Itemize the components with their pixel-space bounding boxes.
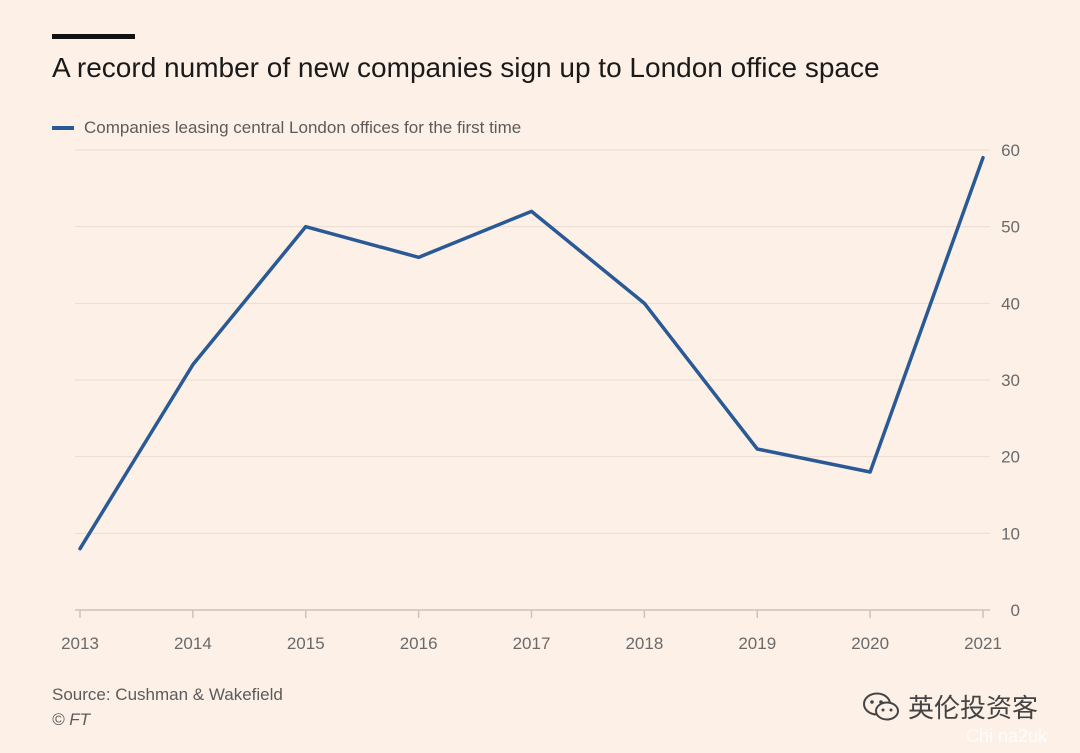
source-note: Source: Cushman & Wakefield — [52, 685, 283, 704]
y-tick-label: 40 — [1001, 294, 1020, 313]
x-tick-label: 2017 — [513, 634, 551, 653]
chart-title: A record number of new companies sign up… — [52, 52, 880, 83]
x-tick-label: 2018 — [625, 634, 663, 653]
title-accent-bar — [52, 34, 135, 39]
x-tick-label: 2021 — [964, 634, 1002, 653]
watermark-text: 英伦投资客 — [908, 694, 1039, 724]
series-line-0 — [78, 155, 985, 551]
wechat-icon — [863, 692, 899, 720]
y-tick-label: 60 — [1001, 141, 1020, 160]
x-tick-label: 2019 — [738, 634, 776, 653]
x-tick-label: 2015 — [287, 634, 325, 653]
watermark-subtext: Chi na2uk — [966, 726, 1048, 746]
legend: Companies leasing central London offices… — [52, 118, 521, 138]
y-tick-label: 50 — [1001, 218, 1020, 237]
x-tick-label: 2013 — [61, 634, 99, 653]
x-tick-label: 2016 — [400, 634, 438, 653]
y-tick-label: 0 — [1011, 601, 1020, 620]
x-tick-label: 2014 — [174, 634, 212, 653]
legend-swatch — [52, 126, 74, 130]
y-tick-label: 10 — [1001, 524, 1020, 543]
y-tick-label: 30 — [1001, 371, 1020, 390]
legend-label: Companies leasing central London offices… — [84, 118, 522, 137]
y-tick-label: 20 — [1001, 448, 1020, 467]
x-tick-label: 2020 — [851, 634, 889, 653]
copyright-note: © FT — [52, 710, 91, 729]
watermark: 英伦投资客 — [862, 688, 1038, 725]
